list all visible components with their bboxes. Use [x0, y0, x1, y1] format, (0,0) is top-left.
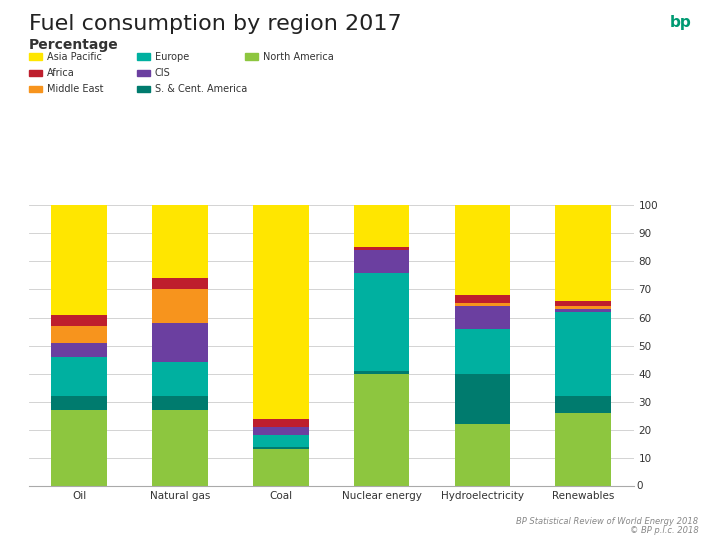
Bar — [153, 323, 208, 362]
Bar — [455, 303, 510, 306]
Bar — [153, 289, 208, 323]
Bar — [253, 449, 309, 486]
Bar — [455, 295, 510, 303]
Text: Europe: Europe — [155, 52, 189, 62]
Bar — [253, 205, 309, 418]
Bar — [354, 371, 410, 374]
Text: bp: bp — [670, 15, 691, 30]
Bar — [455, 306, 510, 329]
Bar — [556, 205, 611, 301]
Bar — [354, 247, 410, 250]
Text: Africa: Africa — [47, 68, 75, 78]
Bar — [153, 205, 208, 278]
Text: S. & Cent. America: S. & Cent. America — [155, 84, 247, 94]
Bar — [52, 357, 107, 396]
Text: CIS: CIS — [155, 68, 171, 78]
Bar — [556, 396, 611, 413]
Text: Percentage: Percentage — [29, 38, 119, 52]
Text: Middle East: Middle East — [47, 84, 103, 94]
Text: North America: North America — [263, 52, 333, 62]
Bar — [153, 278, 208, 289]
Bar — [354, 250, 410, 273]
Bar — [455, 205, 510, 295]
Text: © BP p.l.c. 2018: © BP p.l.c. 2018 — [630, 525, 698, 535]
Bar — [556, 306, 611, 309]
Text: Fuel consumption by region 2017: Fuel consumption by region 2017 — [29, 14, 402, 33]
Bar — [153, 396, 208, 410]
Bar — [253, 435, 309, 447]
Bar — [52, 396, 107, 410]
Bar — [52, 205, 107, 315]
Bar — [153, 410, 208, 486]
Bar — [253, 427, 309, 435]
Text: BP Statistical Review of World Energy 2018: BP Statistical Review of World Energy 20… — [516, 517, 698, 526]
Bar — [153, 362, 208, 396]
Bar — [556, 301, 611, 306]
Bar — [556, 309, 611, 312]
Bar — [455, 374, 510, 424]
Bar — [455, 329, 510, 374]
Text: 0: 0 — [636, 481, 643, 491]
Bar — [52, 343, 107, 357]
Bar — [556, 413, 611, 486]
Bar — [354, 205, 410, 247]
Bar — [52, 326, 107, 343]
Bar — [52, 410, 107, 486]
Text: Asia Pacific: Asia Pacific — [47, 52, 102, 62]
Bar — [253, 447, 309, 449]
Bar — [556, 312, 611, 396]
Bar — [354, 273, 410, 371]
Bar — [354, 374, 410, 486]
Bar — [455, 424, 510, 486]
Bar — [253, 418, 309, 427]
Bar — [52, 315, 107, 326]
